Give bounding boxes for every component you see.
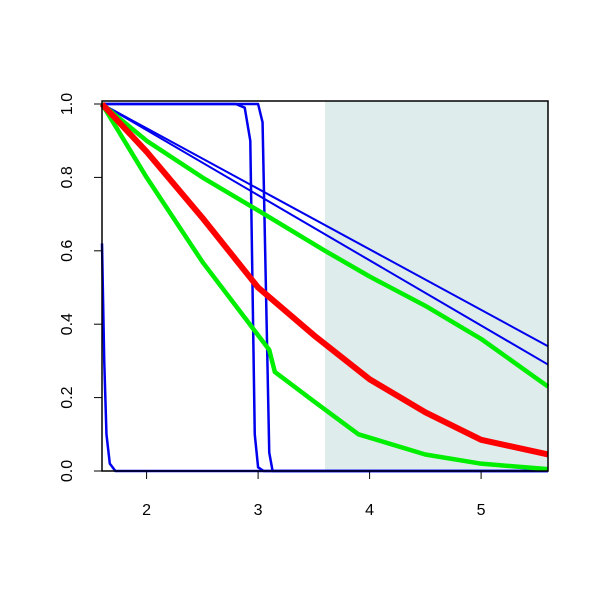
y-tick-label: 0.6: [59, 240, 76, 262]
series-line: [99, 101, 549, 458]
x-tick-label: 4: [365, 502, 374, 519]
x-tick-label: 2: [142, 502, 151, 519]
x-tick-label: 5: [477, 502, 486, 519]
y-tick-label: 0.8: [59, 166, 76, 188]
series-line: [101, 103, 549, 366]
plot-border: [101, 100, 549, 472]
y-tick-label: 0.2: [59, 386, 76, 408]
series-line: [100, 102, 549, 472]
y-tick-label: 1.0: [59, 93, 76, 115]
y-tick-label: 0.0: [59, 460, 76, 482]
series-line: [100, 102, 550, 389]
y-tick-label: 0.4: [59, 313, 76, 335]
x-tick-label: 3: [254, 502, 263, 519]
series-line: [101, 103, 549, 348]
